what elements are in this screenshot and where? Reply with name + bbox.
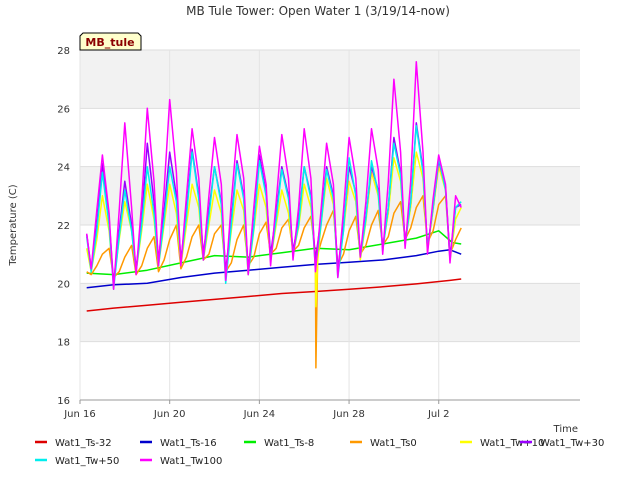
legend-label: Wat1_Tw+50	[55, 456, 119, 467]
y-tick-label: 26	[57, 104, 70, 115]
legend-label: Wat1_Tw100	[160, 456, 222, 467]
legend-label: Wat1_Ts-32	[55, 438, 112, 449]
legend-item-Wat1_Ts0: Wat1_Ts0	[350, 438, 417, 449]
legend-item-Wat1_Tw+30: Wat1_Tw+30	[520, 438, 604, 449]
y-tick-label: 28	[57, 46, 70, 57]
x-tick-label: Jun 20	[153, 409, 186, 420]
site-badge-label: MB_tule	[85, 36, 134, 49]
legend-item-Wat1_Ts-32: Wat1_Ts-32	[35, 438, 112, 449]
y-tick-label: 22	[57, 221, 70, 232]
legend-item-Wat1_Tw+50: Wat1_Tw+50	[35, 456, 119, 467]
legend-item-Wat1_Tw100: Wat1_Tw100	[140, 456, 222, 467]
chart-title: MB Tule Tower: Open Water 1 (3/19/14-now…	[186, 4, 450, 18]
legend-item-Wat1_Ts-8: Wat1_Ts-8	[244, 438, 314, 449]
legend-item-Wat1_Tw+10: Wat1_Tw+10	[460, 438, 544, 449]
x-axis-ticks: Jun 16 Jun 20 Jun 24 Jun 28 Jul 2	[63, 400, 450, 420]
y-tick-label: 20	[57, 279, 70, 290]
series-line-Wat1_Ts-32	[86, 278, 462, 312]
grid-bands	[80, 50, 580, 342]
series-line-Wat1_Ts-16	[86, 249, 462, 289]
y-axis-ticks: 16 18 20 22 24 26 28	[57, 46, 70, 407]
grid-band	[80, 283, 580, 342]
x-tick-label: Jun 24	[243, 409, 276, 420]
grid-band	[80, 50, 580, 109]
series-line-Wat1_Ts0	[86, 195, 462, 369]
series-line-Wat1_Ts-8	[86, 230, 462, 276]
x-tick-label: Jun 16	[63, 409, 96, 420]
y-tick-label: 18	[57, 338, 70, 349]
legend-label: Wat1_Ts0	[370, 438, 417, 449]
legend-label: Wat1_Tw+30	[540, 438, 604, 449]
legend-label: Wat1_Ts-16	[160, 438, 217, 449]
series-line-Wat1_Tw+10	[85, 151, 462, 308]
legend-label: Wat1_Tw+10	[480, 438, 544, 449]
x-tick-label: Jun 28	[332, 409, 365, 420]
x-tick-label: Jul 2	[427, 409, 450, 420]
y-tick-label: 24	[57, 163, 70, 174]
y-tick-label: 16	[57, 396, 70, 407]
series-line-Wat1_Tw100	[85, 60, 462, 290]
series-lines	[85, 60, 462, 369]
y-axis-title: Temperature (C)	[8, 184, 19, 266]
site-badge: MB_tule	[79, 32, 142, 51]
legend-item-Wat1_Ts-16: Wat1_Ts-16	[140, 438, 217, 449]
legend: Wat1_Ts-32 Wat1_Ts-16 Wat1_Ts-8 Wat1_Ts0 Wat…	[35, 438, 604, 467]
legend-label: Wat1_Ts-8	[264, 438, 314, 449]
x-axis-title: Time	[553, 424, 578, 435]
